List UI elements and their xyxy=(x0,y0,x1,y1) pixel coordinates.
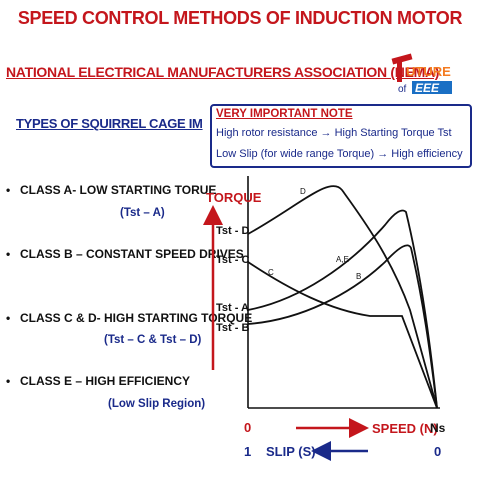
logo-text-future: UTURE xyxy=(406,64,451,79)
note-title: VERY IMPORTANT NOTE xyxy=(216,108,353,120)
slip-label: SLIP (S) xyxy=(266,444,316,459)
class-a-sub: (Tst – A) xyxy=(120,207,165,219)
curve-label-ae: A,E xyxy=(336,255,349,264)
tst-b-label: Tst - B xyxy=(216,322,249,334)
curve-label-b: B xyxy=(356,272,361,281)
class-cd-label: CLASS C & D- HIGH STARTING TORQUE xyxy=(20,311,253,325)
bullet-icon: • xyxy=(6,247,11,261)
curve-b xyxy=(247,244,438,409)
slip-origin-label: 1 xyxy=(244,444,251,459)
class-a-label: CLASS A- LOW STARTING TORUE xyxy=(20,183,217,197)
speed-label: SPEED (N) xyxy=(372,421,438,436)
torque-label: TORQUE xyxy=(206,190,262,205)
logo-text-of: of xyxy=(398,84,407,95)
curve-d xyxy=(247,185,438,409)
curve-c xyxy=(247,261,438,409)
class-e-sub: (Low Slip Region) xyxy=(108,398,206,410)
speed-origin-label: 0 xyxy=(244,420,251,435)
future-of-eee-logo: UTURE of EEE xyxy=(388,46,476,96)
class-cd-sub: (Tst – C & Tst – D) xyxy=(104,334,202,346)
page-title: SPEED CONTROL METHODS OF INDUCTION MOTOR xyxy=(17,8,463,28)
curve-label-d: D xyxy=(300,187,306,196)
bullet-icon: • xyxy=(6,183,11,197)
class-cd-item: • CLASS C & D- HIGH STARTING TORQUE xyxy=(6,311,252,325)
bullet-icon: • xyxy=(6,311,11,325)
note-box xyxy=(210,104,472,168)
tst-a-label: Tst - A xyxy=(216,302,249,314)
curve-a-e xyxy=(247,209,438,409)
note-line-1: High rotor resistance → High Starting To… xyxy=(216,127,452,139)
class-a-item: • CLASS A- LOW STARTING TORUE xyxy=(6,183,216,197)
note-line-2: Low Slip (for wide range Torque) → High … xyxy=(216,148,463,160)
class-b-label: CLASS B – CONSTANT SPEED DRIVES xyxy=(20,247,244,261)
tst-c-label: Tst - C xyxy=(216,254,249,266)
ns-label: Ns xyxy=(430,421,446,435)
class-b-item: • CLASS B – CONSTANT SPEED DRIVES xyxy=(6,247,244,261)
slip-end-label: 0 xyxy=(434,444,441,459)
types-heading: TYPES OF SQUIRREL CAGE IM xyxy=(16,116,203,131)
class-e-label: CLASS E – HIGH EFFICIENCY xyxy=(20,374,191,388)
tst-d-label: Tst - D xyxy=(216,225,249,237)
page-subtitle: NATIONAL ELECTRICAL MANUFACTURERS ASSOCI… xyxy=(6,64,440,80)
curve-label-c: C xyxy=(268,268,274,277)
bullet-icon: • xyxy=(6,374,11,388)
logo-text-eee: EEE xyxy=(415,81,440,95)
class-e-item: • CLASS E – HIGH EFFICIENCY xyxy=(6,374,190,388)
